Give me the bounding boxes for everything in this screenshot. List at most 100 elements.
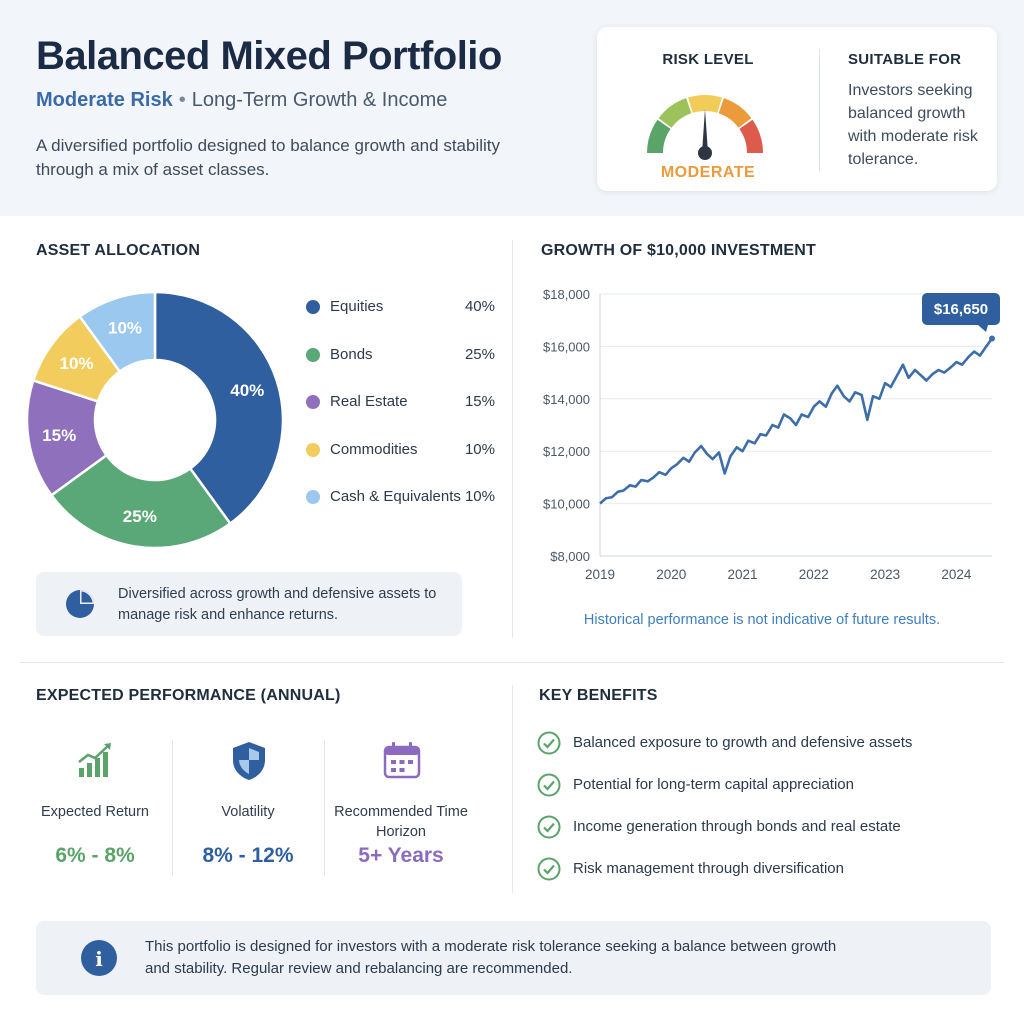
page-subtitle: Moderate Risk • Long-Term Growth & Income: [36, 89, 447, 112]
focus-text: Long-Term Growth & Income: [191, 89, 448, 111]
end-value-label: $16,650: [934, 301, 988, 318]
risk-card: RISK LEVEL MODERATE SUITABLE FOR Investo…: [597, 27, 997, 191]
legend-swatch: [306, 490, 320, 504]
gauge-segments: [647, 95, 763, 153]
legend-value: 10%: [464, 488, 495, 505]
page-description: A diversified portfolio designed to bala…: [36, 136, 501, 179]
metric-label: Recommended Time Horizon: [334, 804, 468, 840]
legend-swatch: [306, 395, 320, 409]
benefits-title: KEY BENEFITS: [539, 687, 658, 704]
metric-label: Volatility: [221, 804, 275, 820]
suitable-title: SUITABLE FOR: [848, 51, 962, 68]
risk-level-title: RISK LEVEL: [662, 51, 754, 68]
benefit-item: Balanced exposure to growth and defensiv…: [537, 731, 997, 755]
legend-label: Commodities: [330, 440, 418, 458]
benefit-item: Risk management through diversification: [537, 857, 997, 881]
donut-slice-label: 15%: [42, 426, 76, 445]
x-tick-label: 2022: [799, 567, 829, 582]
gauge-needle: [698, 109, 712, 160]
legend-item: Bonds 25%: [306, 336, 501, 384]
benefit-text: Balanced exposure to growth and defensiv…: [573, 734, 913, 751]
header-band: Balanced Mixed Portfolio Moderate Risk • L…: [0, 0, 1024, 216]
benefit-text: Income generation through bonds and real…: [573, 818, 901, 835]
y-tick-label: $18,000: [543, 287, 590, 302]
legend-value: 15%: [464, 393, 495, 410]
section-divider-vertical-top: [512, 240, 513, 638]
section-divider-horizontal: [20, 662, 1004, 663]
legend-value: 40%: [464, 298, 495, 315]
y-tick-label: $8,000: [550, 549, 590, 564]
legend-item: Equities 40%: [306, 288, 501, 336]
info-box: i This portfolio is designed for investo…: [36, 921, 991, 995]
x-tick-label: 2024: [941, 567, 972, 582]
y-tick-label: $12,000: [543, 444, 590, 459]
legend-label: Cash & Equivalents: [330, 488, 461, 505]
check-circle-icon: [537, 731, 561, 755]
legend-value: 25%: [464, 345, 495, 363]
donut-slice-equities: [153, 290, 285, 526]
donut-slice-label: 10%: [60, 354, 94, 373]
x-tick-label: 2019: [585, 567, 615, 582]
page-title: Balanced Mixed Portfolio: [36, 34, 502, 78]
series-end-point: [989, 335, 995, 342]
metric-separator: [172, 740, 173, 876]
calendar-icon: [383, 742, 421, 779]
legend-item: Cash & Equivalents 10%: [306, 478, 501, 526]
suitable-text: Investors seeking balanced growth with m…: [848, 82, 978, 168]
growth-disclaimer: Historical performance is not indicative…: [583, 612, 941, 628]
pie-chart-icon: [66, 590, 94, 618]
gauge-segment: [647, 119, 671, 153]
metric-value: 6% - 8%: [55, 844, 135, 867]
shield-icon: [233, 742, 265, 780]
donut-slice-label: 10%: [108, 319, 142, 338]
section-divider-vertical-bottom: [512, 685, 513, 893]
benefit-item: Income generation through bonds and real…: [537, 815, 997, 839]
legend-label: Real Estate: [330, 393, 408, 410]
x-tick-label: 2023: [870, 567, 900, 582]
legend-item: Commodities 10%: [306, 431, 501, 479]
growth-title: GROWTH OF $10,000 INVESTMENT: [541, 242, 816, 259]
growth-series-line: [599, 337, 994, 505]
legend-label: Equities: [330, 298, 384, 315]
card-divider: [819, 49, 820, 171]
legend-item: Real Estate 15%: [306, 383, 501, 431]
y-tick-label: $14,000: [543, 392, 590, 407]
growth-chart-icon: [78, 743, 111, 777]
allocation-legend: Equities 40% Bonds 25% Real Estate 15% Commodi…: [306, 288, 501, 526]
x-tick-label: 2020: [656, 567, 686, 582]
gauge-segment: [739, 119, 763, 153]
check-circle-icon: [537, 857, 561, 881]
risk-tag: Moderate Risk: [36, 89, 173, 111]
check-circle-icon: [537, 773, 561, 797]
info-text: This portfolio is designed for investors…: [145, 938, 837, 977]
metric-value: 8% - 12%: [202, 844, 294, 867]
gauge-needle-pointer: [702, 109, 708, 153]
legend-swatch: [306, 347, 320, 362]
legend-value: 10%: [464, 440, 495, 458]
check-circle-icon: [537, 815, 561, 839]
metric-separator: [324, 740, 325, 876]
y-tick-label: $10,000: [543, 497, 590, 512]
performance-title: EXPECTED PERFORMANCE (ANNUAL): [36, 687, 341, 704]
benefit-text: Potential for long-term capital apprecia…: [573, 776, 854, 793]
end-value-badge: [922, 293, 1000, 325]
gauge-segment: [658, 98, 692, 128]
allocation-note: Diversified across growth and defensive …: [36, 572, 462, 636]
legend-label: Bonds: [330, 345, 373, 363]
info-icon: i: [81, 940, 117, 976]
donut-slice-label: 25%: [123, 507, 157, 526]
donut-slice-bonds: [49, 453, 232, 550]
x-tick-label: 2021: [728, 567, 758, 582]
donut-slice-cash-equivalents: [78, 290, 157, 374]
subtitle-separator: •: [178, 89, 186, 111]
gauge-segment: [718, 98, 752, 128]
benefit-item: Potential for long-term capital apprecia…: [537, 773, 997, 797]
legend-swatch: [306, 300, 320, 314]
y-tick-label: $16,000: [543, 339, 590, 354]
gauge-needle-hub: [698, 146, 712, 160]
allocation-note-text: Diversified across growth and defensive …: [118, 586, 437, 623]
gauge-label: MODERATE: [660, 164, 756, 181]
benefit-text: Risk management through diversification: [573, 860, 844, 877]
allocation-title: ASSET ALLOCATION: [36, 242, 201, 259]
metric-value: 5+ Years: [358, 844, 444, 867]
